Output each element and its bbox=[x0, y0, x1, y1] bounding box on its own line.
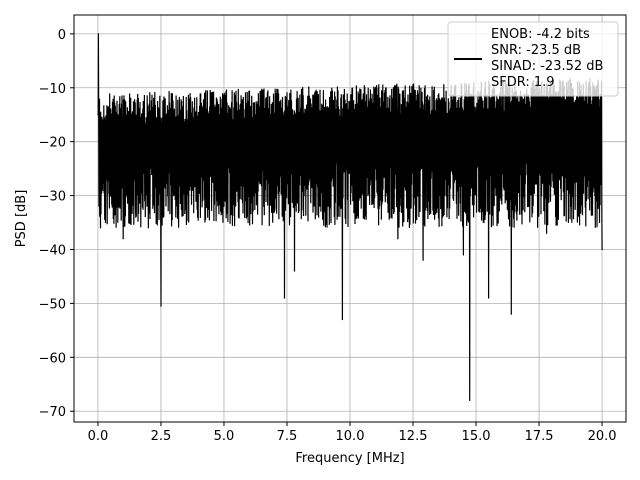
psd-data-point bbox=[576, 168, 578, 170]
psd-data-point bbox=[223, 205, 225, 207]
x-tick-label: 20.0 bbox=[588, 429, 617, 444]
legend-entry-snr: SNR: -23.5 dB bbox=[491, 43, 581, 58]
y-axis-label: PSD [dB] bbox=[14, 190, 29, 248]
psd-data-point bbox=[397, 238, 399, 240]
x-tick-label: 12.5 bbox=[399, 429, 428, 444]
psd-data-point bbox=[500, 135, 502, 137]
y-tick-label: −50 bbox=[39, 297, 66, 312]
psd-data-point bbox=[102, 119, 104, 121]
x-tick-label: 10.0 bbox=[336, 429, 365, 444]
psd-data-point bbox=[160, 305, 162, 307]
psd-data-point bbox=[109, 141, 112, 143]
legend-box bbox=[447, 21, 619, 97]
psd-data-point bbox=[135, 216, 137, 218]
legend-entry-sfdr: SFDR: 1.9 bbox=[491, 75, 555, 90]
psd-data-point bbox=[422, 259, 424, 261]
psd-trace bbox=[97, 33, 603, 402]
psd-data-point bbox=[104, 221, 107, 224]
x-axis-ticks: 0.0 2.5 5.0 7.5 10.0 12.5 15.0 17.5 20.0 bbox=[88, 422, 617, 444]
psd-data-point bbox=[198, 151, 200, 154]
psd-data-point bbox=[399, 141, 402, 143]
psd-data-point bbox=[374, 141, 376, 143]
y-tick-label: −70 bbox=[39, 405, 66, 420]
psd-data-point bbox=[122, 238, 124, 240]
psd-data-point bbox=[510, 313, 512, 315]
psd-data-point bbox=[525, 130, 528, 132]
x-tick-label: 5.0 bbox=[214, 429, 235, 444]
y-tick-label: −40 bbox=[39, 243, 66, 258]
psd-data-point bbox=[450, 130, 452, 132]
psd-data-point bbox=[298, 184, 301, 186]
psd-data-point bbox=[598, 221, 601, 224]
psd-data-point bbox=[425, 141, 427, 143]
psd-data-point bbox=[601, 248, 603, 251]
psd-data-point bbox=[273, 211, 275, 213]
psd-data-point bbox=[462, 254, 465, 256]
psd-data-point bbox=[546, 232, 548, 234]
legend-entry-sinad: SINAD: -23.52 dB bbox=[491, 59, 603, 74]
y-tick-label: −10 bbox=[39, 82, 66, 97]
y-tick-label: 0 bbox=[58, 28, 66, 43]
psd-data-point bbox=[172, 194, 175, 197]
legend-entry-enob: ENOB: -4.2 bits bbox=[491, 27, 590, 42]
psd-data-point bbox=[488, 297, 490, 299]
x-tick-label: 15.0 bbox=[462, 429, 491, 444]
psd-data-point bbox=[99, 227, 102, 229]
psd-data-point bbox=[147, 227, 149, 229]
psd-data-point bbox=[248, 151, 250, 154]
psd-data-point bbox=[475, 141, 477, 143]
y-tick-label: −30 bbox=[39, 190, 66, 205]
psd-data-point bbox=[551, 130, 553, 132]
x-tick-label: 0.0 bbox=[88, 429, 109, 444]
psd-data-point bbox=[97, 33, 100, 35]
psd-data-point bbox=[349, 157, 351, 159]
psd-data-point bbox=[324, 211, 326, 213]
legend: ENOB: -4.2 bits SNR: -23.5 dB SINAD: -23… bbox=[447, 21, 619, 97]
x-tick-label: 2.5 bbox=[151, 429, 172, 444]
psd-data-point bbox=[341, 318, 344, 321]
psd-data-point bbox=[293, 270, 296, 272]
psd-data-point bbox=[283, 297, 286, 299]
x-tick-label: 7.5 bbox=[277, 429, 298, 444]
y-tick-label: −60 bbox=[39, 351, 66, 366]
y-tick-label: −20 bbox=[39, 136, 66, 151]
x-tick-label: 17.5 bbox=[525, 429, 554, 444]
y-axis-ticks: 0 −10 −20 −30 −40 −50 −60 −70 bbox=[39, 28, 74, 420]
psd-data-point bbox=[97, 114, 99, 116]
psd-data-point bbox=[469, 399, 471, 402]
x-axis-label: Frequency [MHz] bbox=[295, 451, 404, 466]
psd-data-point bbox=[98, 184, 100, 186]
